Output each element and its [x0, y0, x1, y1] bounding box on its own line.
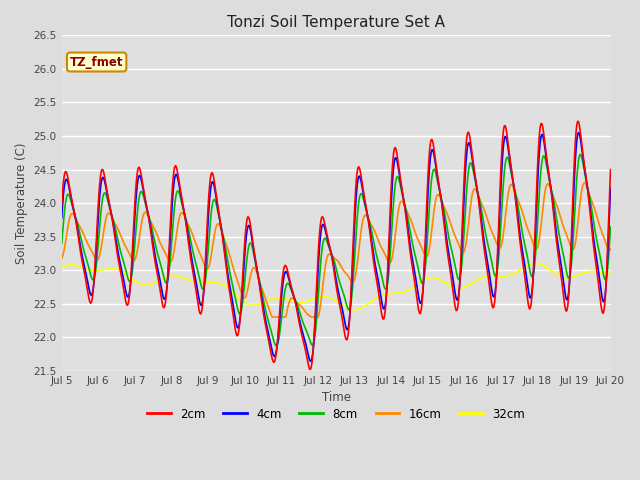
Y-axis label: Soil Temperature (C): Soil Temperature (C) [15, 142, 28, 264]
Title: Tonzi Soil Temperature Set A: Tonzi Soil Temperature Set A [227, 15, 445, 30]
X-axis label: Time: Time [321, 391, 351, 404]
Legend: 2cm, 4cm, 8cm, 16cm, 32cm: 2cm, 4cm, 8cm, 16cm, 32cm [143, 403, 530, 425]
Text: TZ_fmet: TZ_fmet [70, 56, 124, 69]
